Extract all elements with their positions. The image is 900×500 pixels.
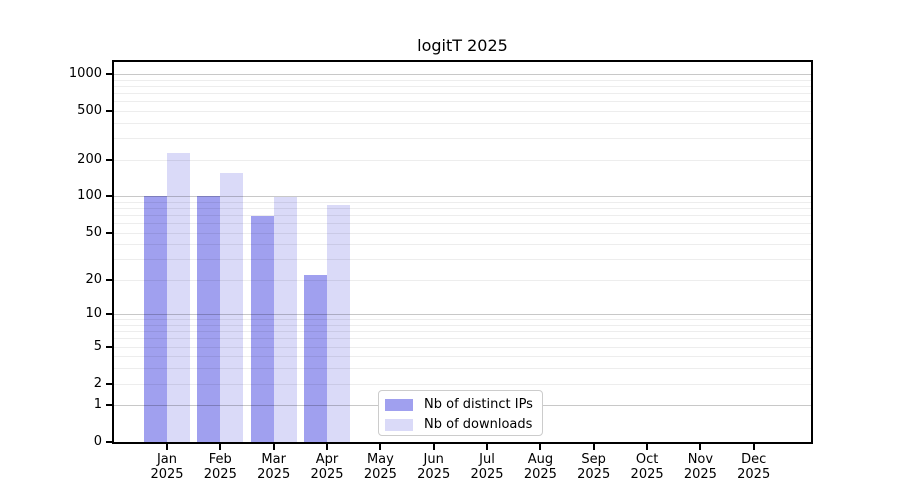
minor-gridline [114,331,811,333]
y-tick-mark [106,73,112,75]
legend-item: Nb of distinct IPs [385,396,542,414]
plot-area [112,60,813,444]
minor-gridline [114,279,811,281]
x-tick-label: Jan 2025 [150,452,184,482]
minor-gridline [114,356,811,358]
minor-gridline [114,338,811,340]
x-tick-mark [539,444,542,450]
minor-gridline [114,110,811,112]
minor-gridline [114,201,811,203]
y-tick-label: 50 [85,224,102,240]
bar-downloads [220,173,244,442]
x-tick-mark [272,444,275,450]
minor-gridline [114,93,811,94]
y-tick-label: 10 [85,306,102,322]
y-tick-mark [106,441,112,443]
bar-distinct-ips [250,216,274,442]
minor-gridline [114,214,811,216]
y-tick-label: 500 [77,102,102,118]
legend-label: Nb of downloads [424,417,533,432]
major-gridline [114,314,811,316]
minor-gridline [114,207,811,209]
minor-gridline [114,159,811,161]
y-tick-mark [106,231,112,234]
x-tick-mark [326,444,328,450]
x-tick-mark [646,444,649,450]
x-tick-label: Mar 2025 [257,452,291,482]
x-tick-mark [219,444,222,450]
minor-gridline [114,79,811,81]
minor-gridline [114,244,811,246]
grid-layer [114,62,811,442]
minor-gridline [114,346,811,348]
x-tick-label: Nov 2025 [683,452,717,482]
x-tick-label: May 2025 [363,452,397,482]
minor-gridline [114,223,811,224]
y-tick-label: 2 [93,375,102,391]
legend-swatch [385,419,413,431]
x-tick-label: Jun 2025 [417,452,451,482]
y-tick-mark [106,109,112,112]
x-tick-label: Sep 2025 [577,452,611,482]
y-tick-label: 20 [85,271,102,287]
bar-distinct-ips [304,274,328,442]
y-tick-mark [106,345,112,348]
x-tick-label: Apr 2025 [310,452,344,482]
legend-item: Nb of downloads [385,416,542,434]
minor-gridline [114,325,811,326]
minor-gridline [114,319,811,321]
bar-distinct-ips [144,196,167,442]
x-tick-mark [166,444,168,450]
x-tick-mark [699,444,702,450]
y-tick-label: 200 [77,151,102,167]
y-tick-mark [106,404,112,407]
x-tick-mark [432,444,435,450]
minor-gridline [114,85,811,87]
y-tick-mark [106,195,112,198]
major-gridline [114,74,811,75]
y-tick-mark [106,278,112,281]
y-tick-mark [106,313,112,316]
bar-downloads [167,153,190,442]
x-tick-mark [592,444,595,450]
minor-gridline [114,383,811,385]
minor-gridline [114,101,811,103]
bars-layer [114,62,811,442]
chart-title: logitT 2025 [417,36,508,55]
x-tick-label: Jul 2025 [470,452,504,482]
y-tick-label: 1 [93,397,102,413]
x-tick-mark [486,444,488,450]
y-tick-label: 0 [93,434,102,449]
x-tick-label: Oct 2025 [630,452,664,482]
x-tick-label: Feb 2025 [203,452,237,482]
minor-gridline [114,259,811,261]
bar-downloads [273,197,297,442]
legend: Nb of distinct IPs Nb of downloads [378,390,543,436]
legend-swatch [385,399,413,411]
minor-gridline [114,138,811,139]
y-tick-label: 1000 [68,66,102,81]
bar-distinct-ips [197,196,221,442]
x-tick-label: Aug 2025 [523,452,557,482]
y-tick-mark [106,158,112,161]
major-gridline [114,196,811,198]
y-tick-mark [106,382,112,385]
bar-downloads [327,205,351,442]
minor-gridline [114,368,811,370]
x-tick-label: Dec 2025 [737,452,771,482]
minor-gridline [114,232,811,234]
x-tick-mark [379,444,382,450]
y-tick-label: 100 [77,188,102,204]
x-tick-mark [752,444,755,450]
y-tick-label: 5 [93,338,102,354]
minor-gridline [114,122,811,124]
legend-label: Nb of distinct IPs [424,397,533,412]
